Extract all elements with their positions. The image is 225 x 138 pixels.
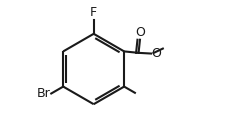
Text: O: O: [151, 47, 161, 60]
Text: O: O: [134, 26, 144, 39]
Text: Br: Br: [37, 87, 50, 100]
Text: F: F: [90, 6, 97, 19]
